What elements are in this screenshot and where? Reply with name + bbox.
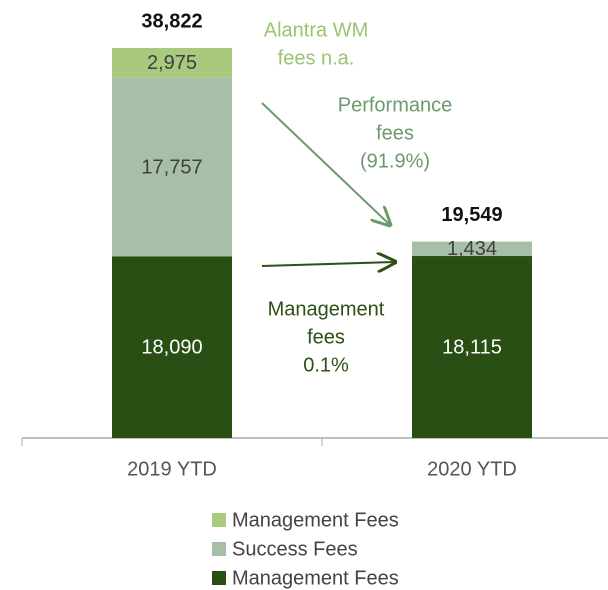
total-label: 19,549	[441, 204, 502, 226]
bar-segment	[112, 48, 232, 78]
legend-label: Success Fees	[232, 538, 358, 560]
bar-segment	[412, 256, 532, 438]
annotation: Alantra WM	[264, 19, 368, 41]
annotation: (91.9%)	[360, 150, 430, 172]
total-label: 38,822	[141, 10, 202, 32]
annotation: 0.1%	[303, 354, 349, 376]
data-label: 18,090	[141, 336, 202, 358]
annotation: fees	[376, 122, 414, 144]
data-label: 1,434	[447, 238, 497, 260]
bar-segment	[412, 241, 532, 257]
annotation: Management	[268, 298, 385, 320]
legend-swatch	[212, 542, 226, 556]
data-label: 17,757	[141, 156, 202, 178]
bar-segment	[112, 77, 232, 257]
legend-label: Management Fees	[232, 567, 399, 589]
data-label: 2,975	[147, 52, 197, 74]
bar-segment	[112, 256, 232, 438]
legend-label: Management Fees	[232, 509, 399, 531]
x-tick-label: 2019 YTD	[127, 458, 217, 480]
annotation: fees n.a.	[278, 47, 355, 69]
legend-swatch	[212, 571, 226, 585]
annotation: Performance	[338, 94, 453, 116]
data-label: 18,115	[442, 336, 502, 358]
legend-swatch	[212, 513, 226, 527]
arrow	[261, 262, 395, 266]
annotation: fees	[307, 326, 345, 348]
arrow	[261, 102, 390, 225]
x-tick-label: 2020 YTD	[427, 458, 517, 480]
